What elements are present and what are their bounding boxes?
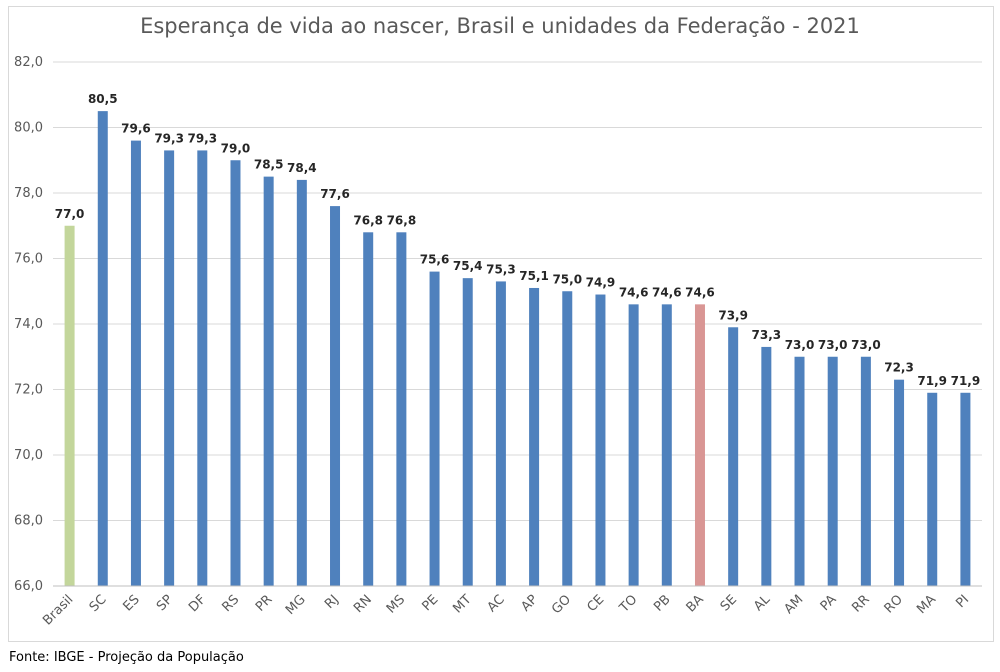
bar-pb — [661, 304, 672, 586]
y-tick-label: 68,0 — [14, 514, 43, 529]
x-tick-label: PB — [651, 592, 673, 614]
data-label: 77,0 — [55, 207, 85, 221]
x-tick-label: MT — [450, 592, 474, 616]
x-tick-label: SC — [87, 592, 110, 615]
data-label: 74,6 — [652, 285, 682, 299]
bar-pi — [960, 392, 971, 586]
data-label: 76,8 — [387, 213, 417, 227]
x-tick-label: RJ — [322, 592, 342, 612]
x-tick-label: MA — [914, 592, 939, 617]
data-label: 74,6 — [685, 285, 715, 299]
data-label: 75,6 — [420, 253, 450, 267]
data-label: 75,1 — [519, 269, 549, 283]
data-label: 79,3 — [154, 131, 184, 145]
bar-ap — [529, 287, 540, 586]
bar-se — [728, 327, 739, 586]
x-tick-label: TO — [616, 592, 640, 616]
chart-title: Esperança de vida ao nascer, Brasil e un… — [140, 14, 860, 38]
bar-am — [794, 356, 805, 586]
bar-pr — [263, 176, 274, 586]
x-tick-label: RS — [219, 592, 242, 615]
x-tick-label: ES — [121, 592, 143, 614]
bar-mg — [296, 179, 307, 586]
bar-sp — [164, 150, 175, 587]
x-tick-label: AL — [751, 592, 774, 615]
data-label: 71,9 — [951, 374, 981, 388]
bar-ba — [694, 304, 705, 586]
bar-pa — [827, 356, 838, 586]
y-tick-label: 72,0 — [14, 383, 43, 398]
bar-ce — [595, 294, 606, 586]
data-label: 74,9 — [586, 276, 616, 290]
x-tick-label: PI — [953, 592, 972, 611]
x-tick-label: MG — [283, 592, 309, 618]
bar-brasil — [64, 225, 75, 586]
bar-ma — [927, 392, 938, 586]
y-tick-label: 76,0 — [14, 252, 43, 267]
bar-go — [562, 291, 573, 586]
bar-ro — [894, 379, 905, 586]
y-tick-label: 82,0 — [14, 55, 43, 70]
x-tick-label: PA — [818, 592, 840, 614]
data-label: 73,0 — [851, 338, 881, 352]
data-label: 75,3 — [486, 262, 516, 276]
x-tick-label: BA — [684, 592, 707, 615]
y-tick-label: 80,0 — [14, 121, 43, 136]
x-tick-label: RO — [882, 592, 906, 616]
bar-rn — [363, 232, 374, 587]
bar-sc — [97, 111, 108, 586]
data-label: 79,0 — [221, 141, 251, 155]
bar-ac — [495, 281, 506, 586]
data-label: 80,5 — [88, 92, 118, 106]
x-tick-label: RR — [849, 592, 872, 615]
bar-al — [761, 346, 772, 586]
bar-df — [197, 150, 208, 587]
bar-mt — [462, 278, 473, 586]
y-tick-label: 74,0 — [14, 317, 43, 332]
y-tick-label: 66,0 — [14, 579, 43, 594]
data-label: 72,3 — [884, 361, 914, 375]
x-tick-label: DF — [186, 592, 209, 615]
x-tick-label: PE — [419, 592, 441, 614]
y-tick-label: 78,0 — [14, 186, 43, 201]
bar-rj — [330, 206, 341, 586]
x-tick-label: Brasil — [40, 592, 76, 628]
data-label: 78,4 — [287, 161, 317, 175]
x-tick-label: GO — [549, 592, 574, 617]
data-label: 71,9 — [917, 374, 947, 388]
data-label: 74,6 — [619, 285, 649, 299]
data-label: 79,6 — [121, 122, 151, 136]
bar-rs — [230, 160, 241, 586]
x-tick-label: CE — [584, 592, 607, 615]
x-tick-label: SE — [718, 592, 740, 614]
x-tick-label: AM — [782, 592, 807, 617]
bar-es — [130, 140, 141, 586]
bar-ms — [396, 232, 407, 587]
data-label: 73,0 — [785, 338, 815, 352]
x-tick-label: PR — [253, 592, 276, 615]
data-label: 75,4 — [453, 259, 483, 273]
bar-pe — [429, 271, 440, 586]
bar-rr — [860, 356, 871, 586]
data-label: 73,3 — [752, 328, 782, 342]
source-note: Fonte: IBGE - Projeção da População — [9, 650, 244, 665]
x-tick-label: RN — [351, 592, 375, 616]
data-label: 73,9 — [718, 308, 748, 322]
data-label: 73,0 — [818, 338, 848, 352]
y-tick-label: 70,0 — [14, 448, 43, 463]
x-tick-label: AC — [485, 592, 508, 615]
x-tick-label: AP — [518, 592, 541, 615]
bar-to — [628, 304, 639, 586]
x-tick-label: SP — [154, 592, 176, 614]
data-label: 78,5 — [254, 158, 284, 172]
data-label: 75,0 — [552, 272, 582, 286]
data-label: 79,3 — [187, 131, 217, 145]
data-label: 76,8 — [353, 213, 383, 227]
x-tick-label: MS — [384, 592, 408, 616]
data-label: 77,6 — [320, 187, 350, 201]
